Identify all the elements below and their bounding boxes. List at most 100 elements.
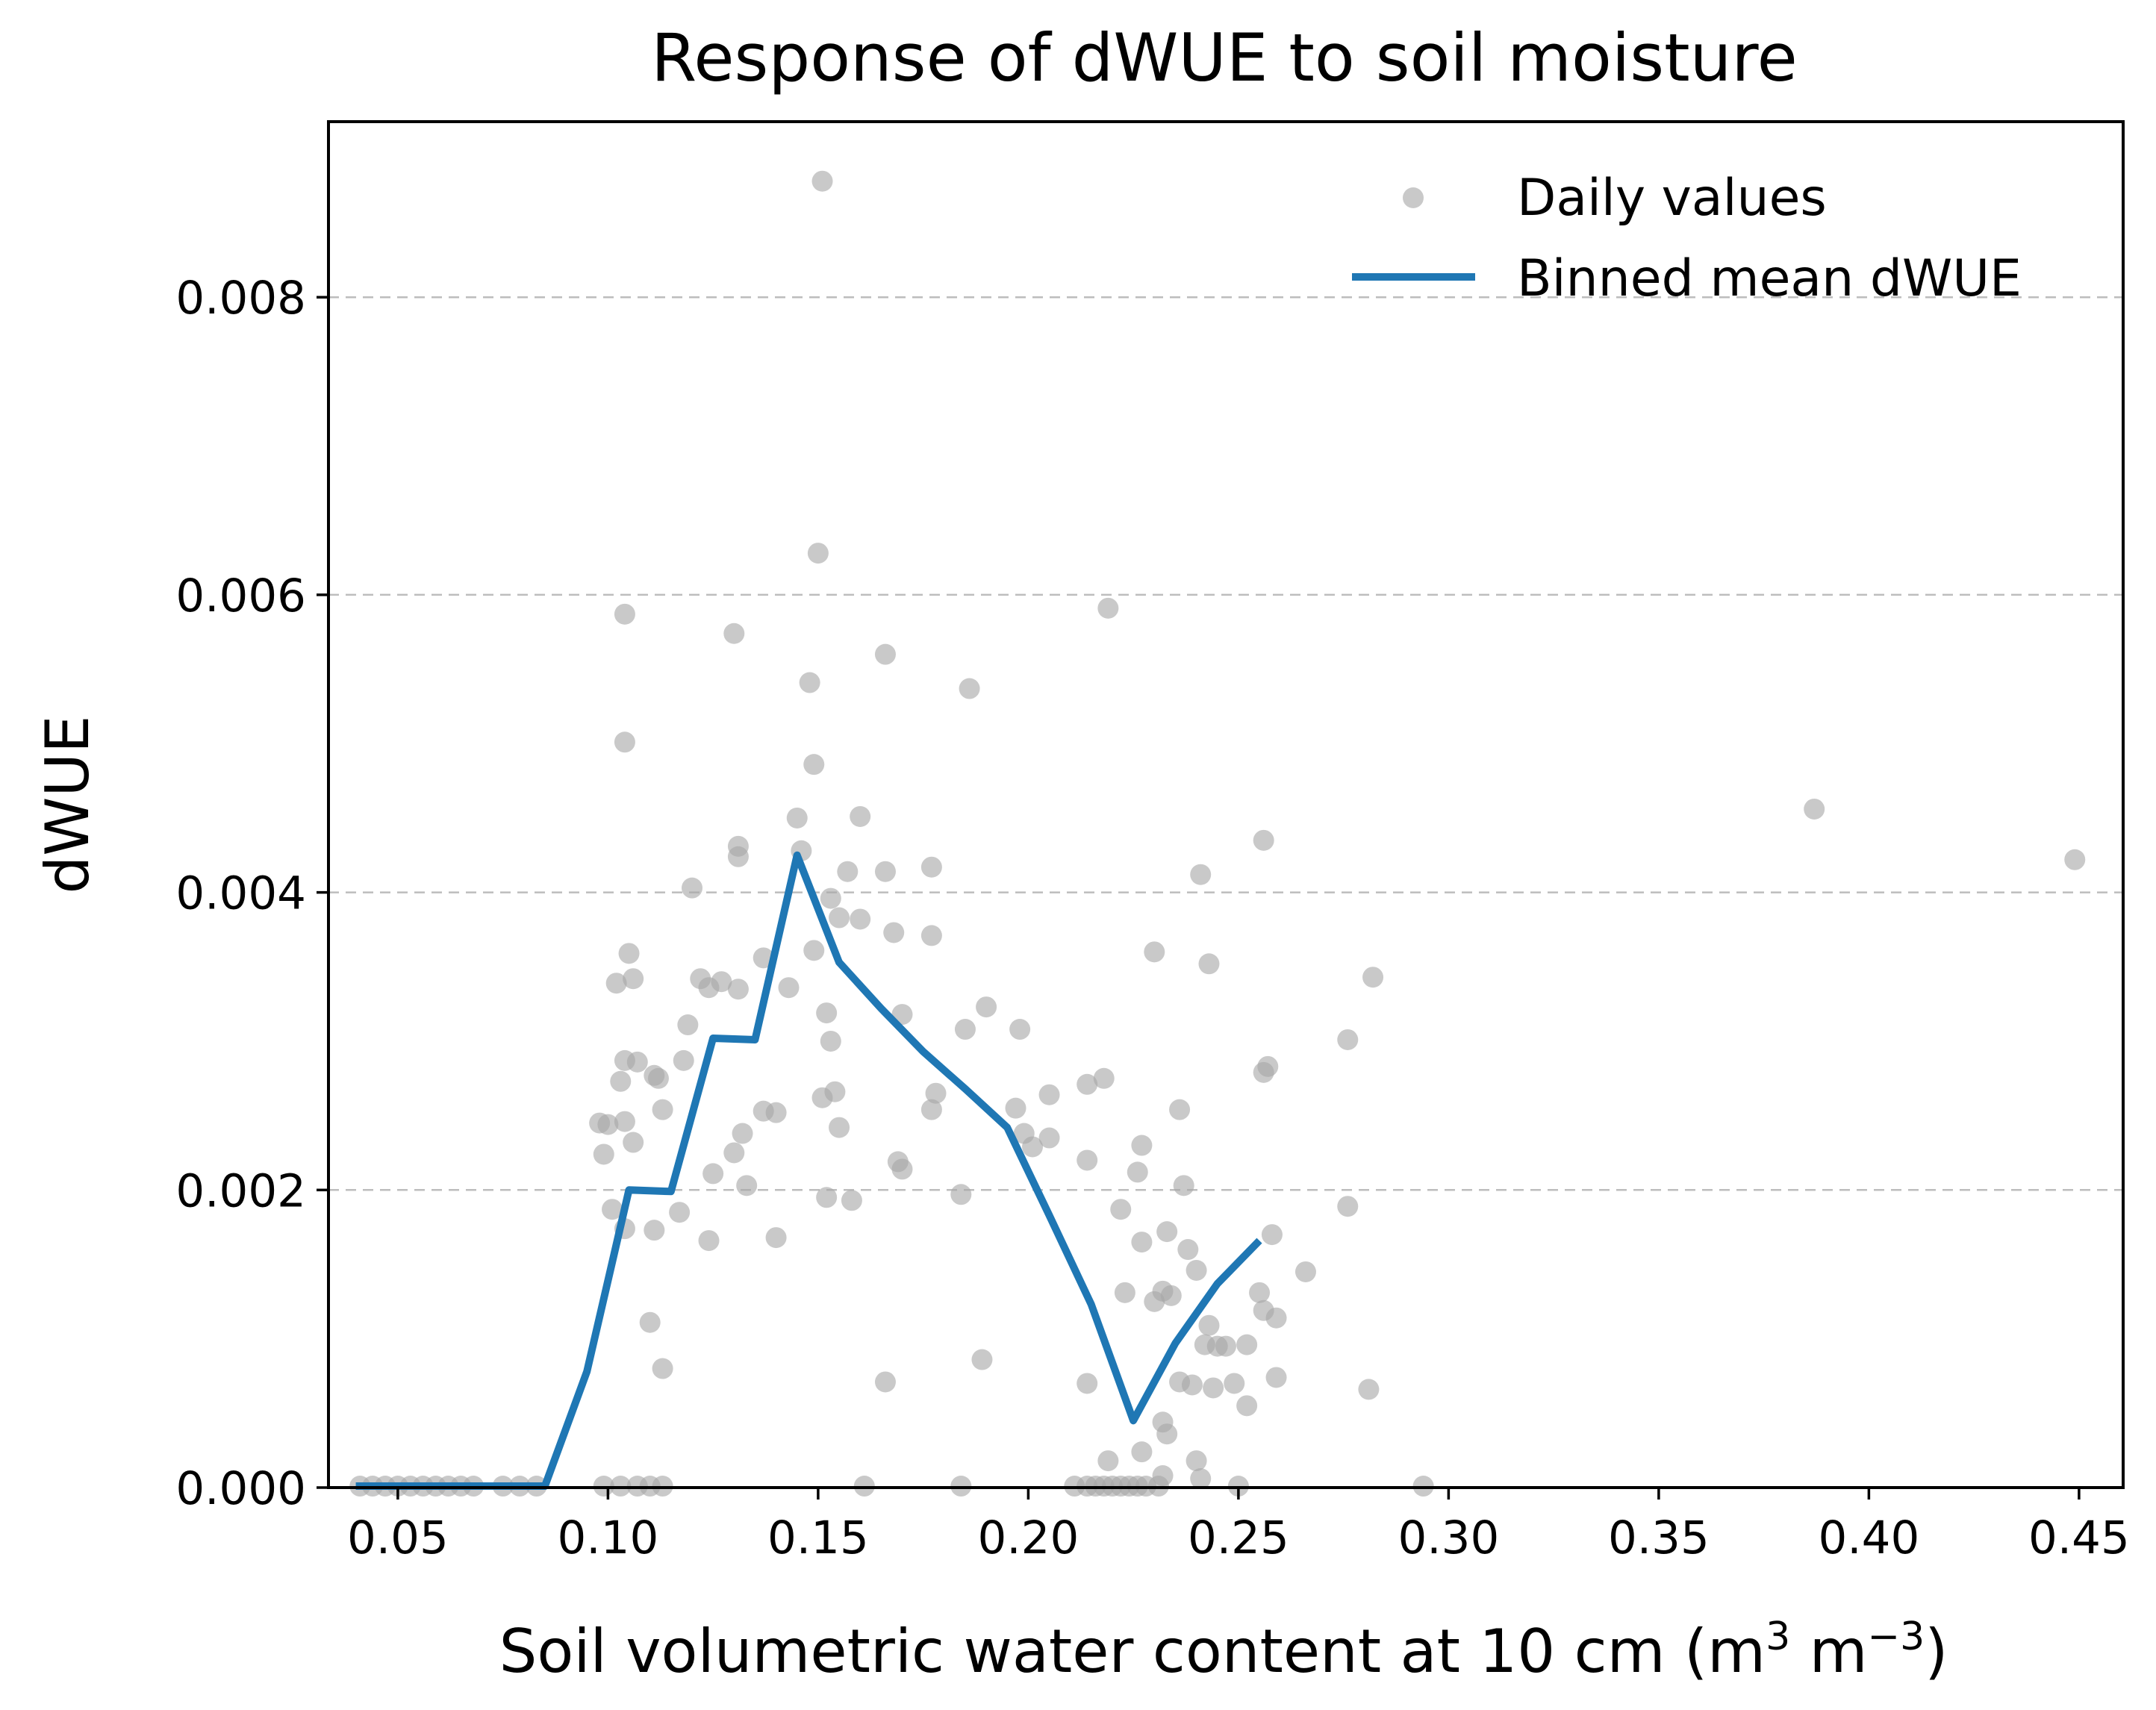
daily-value-point-116 (1215, 1335, 1236, 1357)
x-axis-ticks: 0.05 0.10 0.15 0.20 0.25 0.30 0.35 0.40 0.45 (347, 1488, 2130, 1564)
daily-value-point-56 (1253, 1061, 1274, 1083)
daily-value-point-85 (1127, 1161, 1148, 1183)
daily-value-point-102 (1177, 1239, 1199, 1261)
daily-value-point-103 (1294, 1261, 1316, 1282)
daily-value-point-12 (1804, 798, 1825, 820)
daily-value-point-34 (623, 968, 644, 990)
daily-value-point-104 (1186, 1259, 1207, 1281)
daily-value-point-50 (626, 1051, 648, 1073)
daily-value-point-26 (883, 922, 905, 943)
daily-value-point-72 (732, 1123, 753, 1144)
y-tick-label-4: 0.008 (175, 272, 306, 325)
x-axis-label-sup1: 3 (1766, 1614, 1790, 1659)
x-tick-label-7: 0.40 (1818, 1511, 1919, 1564)
daily-value-point-19 (874, 861, 896, 882)
daily-value-point-73 (829, 1117, 850, 1138)
daily-value-point-20 (920, 856, 942, 878)
daily-value-point-57 (1093, 1067, 1115, 1089)
daily-value-point-13 (1253, 829, 1274, 851)
daily-value-point-117 (1236, 1334, 1258, 1355)
daily-value-point-31 (803, 940, 825, 961)
daily-value-point-88 (816, 1187, 838, 1208)
daily-value-point-132 (1097, 1450, 1119, 1472)
daily-value-point-75 (1038, 1127, 1060, 1149)
daily-value-point-65 (765, 1102, 787, 1123)
daily-value-point-29 (618, 943, 640, 964)
daily-value-point-112 (1198, 1314, 1220, 1336)
daily-value-point-54 (610, 1070, 632, 1092)
daily-value-point-89 (841, 1190, 862, 1211)
x-tick-label-0: 0.05 (347, 1511, 449, 1564)
daily-value-point-44 (677, 1014, 699, 1036)
daily-value-point-80 (1131, 1135, 1153, 1156)
daily-value-point-30 (1144, 941, 1165, 963)
daily-value-point-3 (723, 622, 745, 644)
daily-value-point-87 (1173, 1175, 1194, 1196)
daily-value-point-6 (799, 672, 820, 693)
daily-value-point-124 (1224, 1373, 1245, 1394)
daily-value-point-27 (920, 925, 942, 946)
daily-value-point-7 (959, 678, 980, 699)
daily-value-point-76 (623, 1132, 644, 1153)
legend-label-binned-mean: Binned mean dWUE (1517, 249, 2022, 308)
daily-value-point-63 (652, 1099, 673, 1120)
daily-value-point-2 (614, 603, 635, 625)
daily-value-point-113 (639, 1311, 661, 1333)
daily-value-point-66 (920, 1099, 942, 1120)
daily-value-point-41 (976, 996, 997, 1018)
daily-value-point-135 (1190, 1468, 1212, 1490)
daily-value-point-58 (1077, 1073, 1098, 1095)
x-tick-label-6: 0.35 (1608, 1511, 1710, 1564)
daily-value-point-42 (816, 1002, 838, 1024)
daily-value-point-120 (874, 1371, 896, 1393)
daily-value-point-98 (698, 1230, 720, 1252)
daily-value-point-77 (723, 1142, 745, 1164)
daily-value-point-46 (1009, 1019, 1031, 1040)
daily-value-point-70 (597, 1114, 619, 1135)
daily-value-point-9 (803, 754, 825, 776)
y-axis-label: dWUE (33, 716, 102, 894)
daily-value-point-125 (1265, 1367, 1287, 1388)
daily-value-point-4 (874, 643, 896, 665)
daily-value-point-109 (1249, 1282, 1271, 1303)
plot-frame (327, 120, 2125, 1489)
daily-value-point-67 (1005, 1097, 1026, 1119)
daily-value-point-23 (820, 887, 841, 909)
daily-value-point-59 (925, 1082, 947, 1104)
daily-value-point-16 (727, 846, 749, 867)
daily-value-point-96 (644, 1220, 665, 1241)
x-tick-label-1: 0.10 (557, 1511, 658, 1564)
daily-value-point-93 (1110, 1199, 1132, 1220)
daily-value-point-32 (1198, 953, 1220, 975)
daily-value-point-101 (1131, 1232, 1153, 1253)
daily-value-point-118 (652, 1358, 673, 1379)
daily-value-point-121 (1077, 1373, 1098, 1394)
daily-value-point-18 (837, 861, 859, 882)
daily-value-point-78 (593, 1143, 614, 1165)
daily-value-point-86 (736, 1175, 758, 1196)
daily-value-point-48 (820, 1030, 841, 1052)
daily-value-point-1 (807, 543, 829, 564)
daily-value-point-22 (681, 877, 702, 899)
daily-value-point-92 (669, 1202, 691, 1223)
daily-value-point-81 (1077, 1149, 1098, 1171)
daily-value-point-5 (1097, 597, 1119, 619)
daily-value-point-131 (1131, 1441, 1153, 1463)
daily-value-point-90 (950, 1184, 972, 1205)
x-tick-label-5: 0.30 (1398, 1511, 1499, 1564)
daily-value-point-47 (1337, 1029, 1359, 1050)
y-tick-label-0: 0.000 (175, 1462, 306, 1515)
legend: Daily values Binned mean dWUE (1352, 169, 2022, 308)
daily-value-point-97 (765, 1227, 787, 1249)
daily-value-point-79 (1022, 1136, 1044, 1158)
daily-value-point-40 (1362, 967, 1384, 988)
daily-value-point-100 (1261, 1224, 1283, 1246)
daily-value-point-111 (1265, 1307, 1287, 1329)
daily-value-point-94 (1337, 1196, 1359, 1217)
daily-value-point-33 (605, 973, 627, 994)
daily-value-point-0 (811, 170, 833, 192)
x-axis-label-sup2: −3 (1868, 1614, 1925, 1659)
x-tick-label-2: 0.15 (767, 1511, 869, 1564)
x-tick-label-3: 0.20 (977, 1511, 1079, 1564)
